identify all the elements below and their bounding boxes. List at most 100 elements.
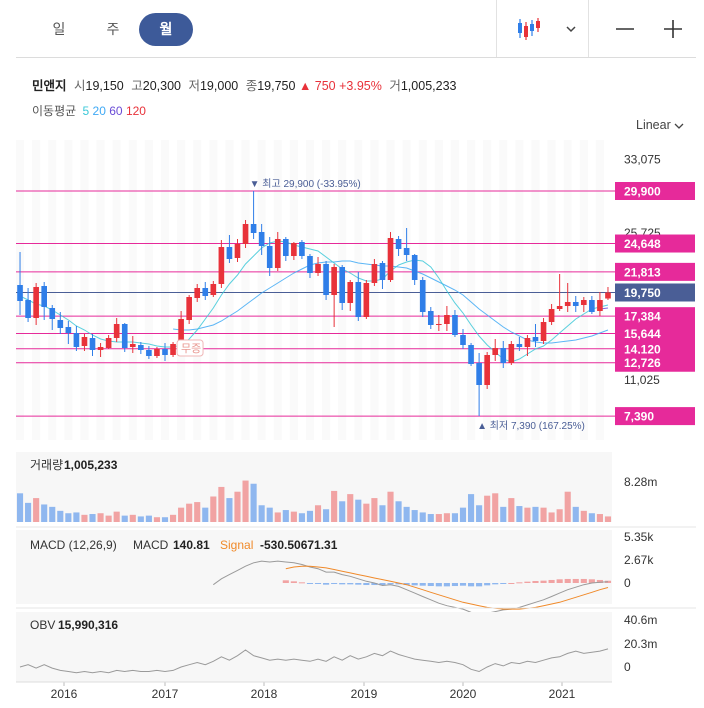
volume-axis-label: 8.28m [624, 475, 657, 489]
tab-daily[interactable]: 일 [52, 21, 66, 37]
close-value: 19,750 [257, 79, 296, 93]
scale-dropdown[interactable]: Linear [636, 118, 684, 132]
open-value: 19,150 [85, 79, 124, 93]
tag-annotation: 무증 [181, 343, 201, 355]
candle-body [532, 337, 539, 341]
minus-icon [616, 28, 634, 30]
grid-stripe [32, 140, 41, 440]
level-tag [615, 324, 695, 343]
ma-period-60: 60 [109, 104, 123, 118]
toolbar-divider [588, 0, 589, 57]
tab-weekly[interactable]: 주 [106, 21, 120, 37]
chevron-down-icon [674, 123, 684, 129]
candle-body [395, 239, 402, 249]
volume-bar [484, 495, 491, 522]
macd-histogram-bar [290, 581, 297, 583]
candle-body [444, 315, 450, 324]
ma60-line [599, 307, 609, 310]
volume-bar [419, 512, 426, 522]
candle-body [452, 315, 458, 335]
volume-bar [476, 505, 483, 522]
volume-value: 1,005,233 [64, 458, 118, 472]
candle-body [419, 280, 426, 312]
tab-monthly[interactable]: 월 [139, 13, 193, 46]
zoom-in-button[interactable] [656, 10, 690, 48]
macd-axis-label: 0 [624, 576, 631, 590]
volume-bar [25, 502, 32, 522]
candle-body [57, 320, 64, 328]
scale-label: Linear [636, 118, 671, 132]
volume-bar [49, 506, 56, 522]
low-value: 19,000 [199, 79, 239, 93]
grid-stripe [144, 140, 153, 440]
candle-body [339, 267, 346, 303]
candle-body [97, 347, 104, 350]
candle-body [548, 309, 555, 322]
candle-body [492, 348, 499, 355]
grid-stripe [177, 140, 186, 440]
volume-value: 1,005,233 [400, 79, 457, 93]
candle-body [605, 292, 611, 299]
level-tag [615, 262, 695, 281]
candle-body [476, 363, 482, 385]
volume-bar [435, 514, 442, 522]
macd-histogram-bar [347, 583, 354, 585]
macd-histogram-bar [363, 583, 370, 586]
volume-bar [387, 491, 394, 522]
macd-histogram-bar [588, 579, 595, 583]
plus-icon [664, 20, 682, 38]
candle-body [65, 327, 72, 333]
macd-histogram-bar [564, 578, 571, 583]
chart-type-button[interactable] [508, 10, 588, 48]
volume-bar [347, 494, 354, 522]
volume-bar [226, 498, 233, 522]
candle-body [589, 300, 595, 312]
macd-histogram-bar [596, 579, 603, 583]
volume-bar [298, 513, 305, 522]
chevron-down-icon [566, 26, 576, 33]
volume-bar [218, 486, 225, 522]
candle-body [73, 333, 80, 347]
grid-stripe [209, 140, 218, 440]
candle-body [105, 338, 112, 348]
candle-body [210, 284, 217, 295]
candle-body [363, 283, 370, 317]
macd-histogram-bar [516, 582, 523, 584]
volume-bar [186, 503, 193, 522]
level-label: 7,390 [624, 410, 654, 424]
grid-stripe [386, 140, 395, 440]
candle-body [274, 239, 281, 268]
candle-body [242, 224, 249, 244]
macd-histogram-bar [306, 583, 314, 584]
volume-bar [427, 514, 434, 522]
macd-histogram-bar [556, 579, 563, 583]
volume-bar [258, 505, 265, 522]
high-annotation: ▼ 최고 29,900 (-33.95%) [250, 178, 361, 190]
level-tag [615, 283, 695, 302]
macd-histogram-bar [484, 583, 491, 586]
candle-body [500, 348, 507, 363]
grid-stripe [225, 140, 234, 440]
grid-stripe [96, 140, 105, 440]
volume-bar [242, 480, 249, 522]
volume-bar [492, 493, 499, 522]
obv-line [19, 648, 609, 674]
macd-histogram-bar [524, 581, 531, 583]
level-label: 15,644 [624, 327, 661, 341]
macd-axis-label: 5.35k [624, 530, 654, 544]
level-label: 12,726 [624, 356, 661, 370]
candle-body [81, 337, 88, 346]
toolbar-divider [496, 0, 497, 57]
grid-stripe [64, 140, 73, 440]
zoom-out-button[interactable] [608, 10, 642, 48]
level-label: 21,813 [624, 265, 661, 279]
grid-stripe [305, 140, 314, 440]
macd-histogram-bar [395, 583, 402, 585]
volume-bar [588, 513, 595, 522]
volume-bar [564, 491, 571, 522]
level-label: 29,900 [624, 185, 661, 199]
candle-body [226, 247, 233, 259]
grid-stripe [354, 140, 363, 440]
candle-body [572, 302, 579, 306]
volume-bar [395, 501, 402, 522]
